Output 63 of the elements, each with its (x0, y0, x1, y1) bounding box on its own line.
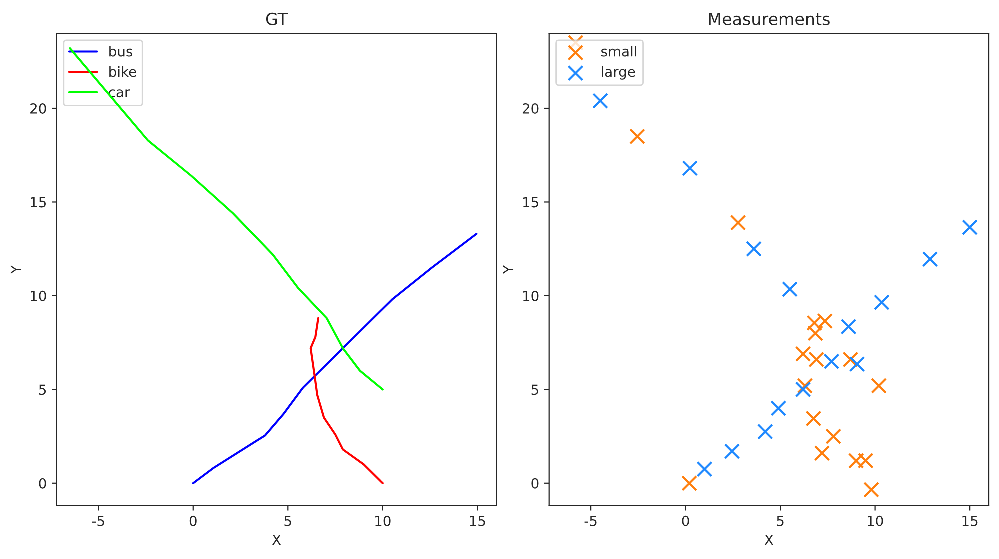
legend-label: bus (110, 46, 133, 57)
y-tick-label: 5 (39, 384, 46, 396)
point (858, 452, 874, 469)
x-tick-label: 15 (470, 516, 486, 526)
x-tick-label: 10 (868, 516, 884, 526)
point (795, 382, 812, 398)
y-tick-label: 5 (532, 384, 538, 396)
point (871, 378, 888, 394)
chart-title: GT (266, 12, 288, 26)
point (757, 424, 774, 440)
point (814, 445, 830, 462)
y-tick-label: 10 (31, 290, 46, 302)
point (682, 160, 698, 176)
y-axis-title: Y (10, 265, 22, 274)
y-axis-title: Y (503, 265, 514, 274)
x-tick-label: 15 (962, 516, 978, 526)
point (824, 354, 840, 370)
point (724, 444, 740, 460)
y-tick-label: 15 (31, 197, 46, 208)
chart-title: Measurements (709, 13, 830, 26)
point (808, 325, 824, 342)
point (808, 352, 825, 368)
point (696, 461, 713, 478)
point (962, 220, 978, 236)
x-tick-label: -5 (92, 516, 104, 526)
x-axis-title: X (764, 535, 774, 546)
point (682, 475, 698, 492)
x-tick-label: 5 (284, 516, 292, 526)
point (842, 352, 859, 368)
point (826, 428, 842, 445)
point (864, 482, 880, 498)
x-tick-label: 0 (682, 516, 690, 526)
point (782, 281, 798, 298)
y-tick-label: 15 (523, 197, 538, 208)
point (874, 294, 890, 311)
y-tick-label: 10 (523, 290, 539, 302)
point (746, 241, 762, 258)
legend-label: bike (110, 66, 136, 78)
line-series (192, 233, 478, 484)
point (848, 452, 864, 469)
x-tick-label: 10 (376, 516, 391, 526)
point (922, 251, 938, 268)
x-tick-label: -5 (584, 516, 597, 526)
point (840, 318, 857, 335)
point (629, 128, 646, 145)
line-series (310, 317, 384, 484)
line-series (69, 47, 384, 391)
y-tick-label: 0 (39, 478, 46, 489)
x-tick-label: 0 (190, 516, 197, 526)
point (795, 346, 812, 362)
point (730, 214, 746, 231)
x-tick-label: 5 (777, 516, 784, 526)
point (592, 93, 609, 110)
y-tick-label: 0 (532, 478, 539, 489)
legend-label: large (602, 66, 636, 80)
point (849, 356, 866, 372)
x-axis-title: X (272, 535, 282, 546)
point (806, 410, 822, 427)
legend-label: small (602, 46, 636, 57)
y-tick-label: 20 (30, 103, 46, 114)
point (797, 378, 814, 394)
y-tick-label: 20 (522, 103, 539, 114)
point (770, 400, 787, 416)
